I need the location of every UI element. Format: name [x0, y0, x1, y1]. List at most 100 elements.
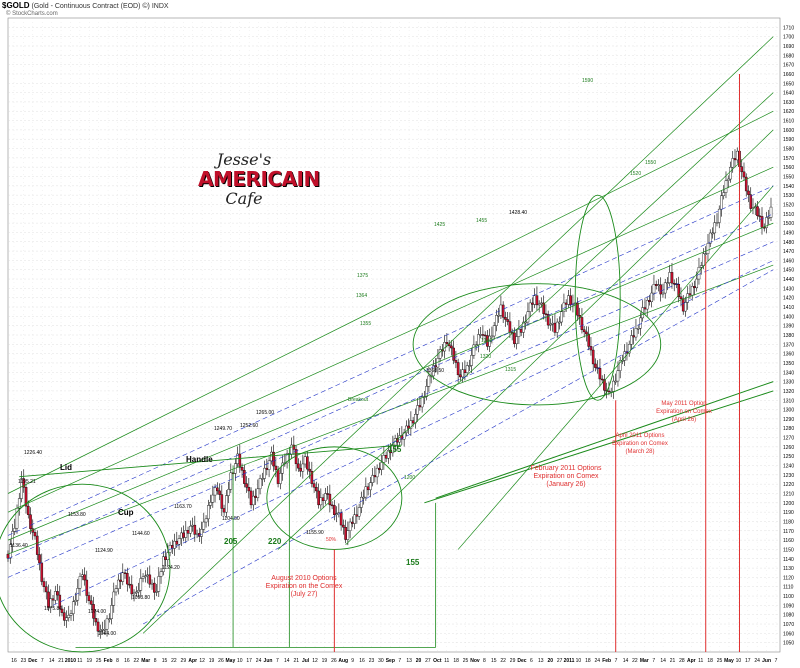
candle-body	[528, 302, 532, 312]
candle-body	[119, 579, 122, 582]
candle-body	[632, 335, 636, 338]
cafe-logo: Jesse's AMERICAIN Cafe	[198, 150, 320, 208]
candle-body	[690, 286, 694, 296]
event-label: August 2010 Options	[271, 575, 337, 582]
x-tick-label: 17	[745, 658, 751, 664]
chart-annotation: 1124.90	[95, 548, 113, 554]
y-tick-label: 1250	[783, 454, 794, 460]
y-tick-label: 1070	[783, 622, 794, 628]
candle-body	[549, 323, 552, 326]
chart-annotation: 1144.60	[132, 531, 150, 537]
x-tick-label: Jul	[302, 658, 310, 664]
x-tick-label: 8	[116, 658, 119, 664]
candle-body	[143, 575, 147, 578]
candle-body	[733, 158, 737, 161]
y-tick-label: 1110	[783, 585, 794, 591]
green-trendline	[7, 222, 774, 541]
x-tick-label: 22	[134, 658, 140, 664]
y-tick-label: 1150	[783, 547, 794, 553]
candle-body	[472, 344, 476, 356]
candle-body	[152, 582, 156, 593]
candle-body	[749, 194, 753, 209]
candle-body	[564, 302, 568, 305]
candle-body	[461, 369, 464, 378]
candle-body	[391, 444, 395, 454]
x-tick-label: Apr	[687, 658, 696, 664]
candle-body	[38, 554, 41, 564]
event-label: May 2011 Option	[661, 401, 706, 407]
candle-body	[634, 328, 638, 338]
candle-body	[272, 451, 275, 467]
y-tick-label: 1470	[783, 249, 794, 255]
y-tick-label: 1210	[783, 492, 794, 498]
x-tick-label: 11	[77, 658, 82, 664]
candle-body	[362, 496, 365, 499]
chart-annotation: 1315	[505, 367, 516, 373]
candle-body	[670, 272, 674, 284]
x-tick-label: 22	[632, 658, 638, 664]
x-tick-label: 27	[425, 658, 431, 664]
chart-annotation: 1355	[360, 321, 371, 327]
candle-body	[164, 556, 167, 560]
candle-body	[456, 362, 460, 376]
x-tick-label: 16	[124, 658, 130, 664]
chart-annotation: 1590	[582, 78, 593, 84]
chart-annotation: 1364	[356, 293, 367, 299]
symbol: $GOLD	[2, 1, 30, 10]
candle-body	[134, 591, 138, 594]
candle-body	[112, 591, 116, 606]
candle-body	[735, 150, 739, 161]
y-tick-label: 1510	[783, 212, 794, 218]
green-trendline	[457, 185, 774, 550]
chart-annotation: 1340	[481, 338, 492, 344]
y-tick-label: 1120	[783, 575, 794, 581]
x-tick-label: 19	[322, 658, 328, 664]
x-tick-label: Nov	[470, 658, 480, 664]
y-tick-label: 1260	[783, 445, 794, 451]
event-label: February 2011 Options	[530, 465, 602, 472]
candle-body	[17, 498, 21, 509]
x-tick-label: 23	[21, 658, 27, 664]
candle-body	[411, 420, 415, 424]
chart-annotation: Lid	[60, 463, 72, 472]
y-tick-label: 1390	[783, 324, 794, 330]
candle-body	[643, 307, 647, 310]
candle-body	[558, 321, 561, 324]
chart-annotation: 1368.50	[426, 368, 444, 374]
candle-body	[582, 329, 586, 333]
candle-body	[699, 265, 703, 268]
event-label: Expiration on Comex	[612, 441, 668, 447]
candle-body	[220, 494, 224, 509]
candle-body	[139, 578, 143, 591]
y-tick-label: 1590	[783, 137, 794, 143]
x-tick-label: May	[724, 658, 734, 664]
event-label: Expiration on Comex	[656, 409, 712, 415]
candle-body	[495, 315, 498, 326]
x-tick-label: 27	[557, 658, 563, 664]
candle-body	[56, 591, 59, 596]
candle-body	[83, 574, 86, 581]
candle-body	[229, 472, 233, 490]
candle-body	[177, 538, 181, 545]
candle-body	[668, 272, 672, 283]
x-tick-label: 9	[351, 658, 354, 664]
chart-annotation: 205	[224, 537, 238, 546]
y-tick-label: 1240	[783, 464, 794, 470]
candle-body	[40, 562, 44, 582]
x-tick-label: 7	[615, 658, 618, 664]
candle-body	[492, 325, 496, 337]
candle-body	[276, 469, 280, 484]
candle-body	[128, 583, 131, 586]
candle-body	[663, 282, 667, 294]
candle-body	[204, 518, 208, 523]
candle-body	[213, 487, 217, 496]
candle-body	[497, 315, 500, 317]
candle-body	[501, 304, 505, 318]
candle-body	[688, 293, 692, 296]
candle-body	[315, 487, 318, 492]
candle-body	[468, 365, 471, 367]
candle-body	[519, 329, 523, 333]
x-tick-label: 16	[11, 658, 17, 664]
candle-body	[353, 514, 356, 524]
y-tick-label: 1290	[783, 417, 794, 423]
